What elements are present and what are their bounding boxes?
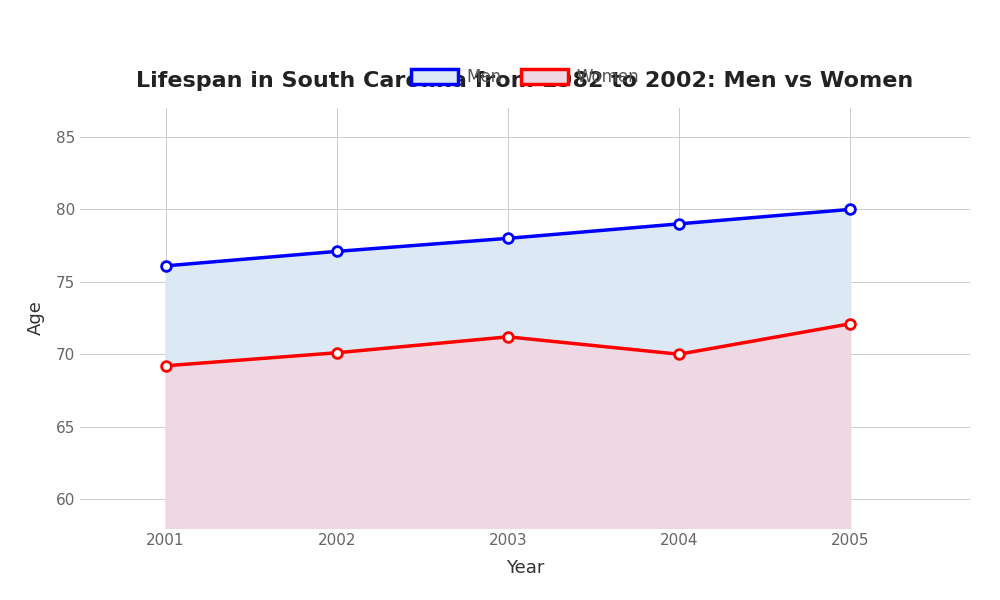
Legend: Men, Women: Men, Women (404, 62, 646, 93)
Men (673, 220, 685, 227)
Men (160, 262, 172, 269)
Title: Lifespan in South Carolina from 1982 to 2002: Men vs Women: Lifespan in South Carolina from 1982 to … (136, 71, 914, 91)
Women (673, 350, 685, 358)
Men (331, 248, 343, 255)
Men (502, 235, 514, 242)
Line: Women: Women (161, 319, 855, 371)
Women (160, 362, 172, 370)
Men (844, 206, 856, 213)
Women (502, 333, 514, 340)
Women (844, 320, 856, 328)
Y-axis label: Age: Age (27, 301, 45, 335)
Line: Men: Men (161, 205, 855, 271)
X-axis label: Year: Year (506, 559, 544, 577)
Women (331, 349, 343, 356)
